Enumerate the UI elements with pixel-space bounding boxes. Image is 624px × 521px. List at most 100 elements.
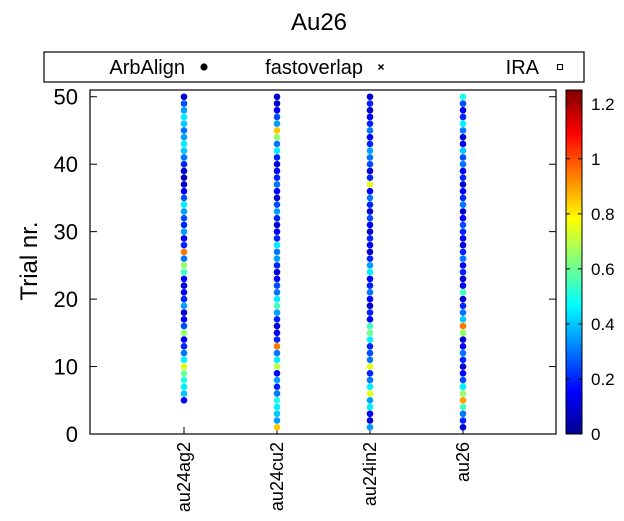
data-point-au24cu2 — [273, 262, 281, 269]
data-point-au24cu2 — [273, 127, 281, 134]
chart-title: Au26 — [291, 9, 347, 36]
data-point-au24in2 — [366, 309, 374, 316]
data-point-au26 — [459, 390, 467, 397]
legend-marker-cross-icon — [377, 63, 385, 71]
data-point-au24ag2 — [180, 349, 188, 357]
data-point-au24ag2 — [180, 262, 188, 269]
scatter-points — [180, 93, 467, 431]
data-point-au24in2 — [366, 208, 374, 215]
data-point-au26 — [459, 336, 467, 343]
data-point-au26 — [459, 174, 467, 181]
y-axis-ticks: 0 10 20 30 40 50 — [54, 85, 556, 447]
data-point-au24cu2 — [273, 363, 281, 370]
data-point-au24in2 — [366, 133, 374, 141]
data-point-au26 — [459, 194, 467, 202]
data-point-au26 — [459, 208, 467, 215]
data-point-au24ag2 — [180, 187, 188, 195]
legend-marker-filled-circle-icon — [200, 63, 208, 71]
data-point-au24in2 — [366, 201, 374, 208]
data-point-au24cu2 — [273, 376, 281, 384]
data-point-au24ag2 — [180, 282, 188, 289]
data-point-au26 — [459, 295, 467, 303]
data-point-au24cu2 — [273, 396, 281, 404]
data-point-au24ag2 — [180, 154, 188, 161]
data-point-au24ag2 — [180, 289, 188, 296]
data-point-au24cu2 — [273, 336, 281, 343]
data-point-au24cu2 — [273, 93, 281, 101]
x-tick-label: au26 — [453, 442, 473, 482]
data-point-au24cu2 — [273, 390, 281, 397]
data-point-au24ag2 — [180, 214, 188, 222]
data-point-au24in2 — [366, 329, 374, 337]
data-point-au24in2 — [366, 100, 374, 107]
data-point-au26 — [459, 423, 467, 431]
y-tick-label: 40 — [54, 152, 78, 177]
data-point-au24cu2 — [273, 275, 281, 283]
data-point-au24ag2 — [180, 174, 188, 181]
data-point-au24ag2 — [180, 160, 188, 168]
data-point-au24in2 — [366, 322, 374, 330]
data-point-au24in2 — [366, 241, 374, 249]
x-tick-label: au24in2 — [360, 442, 380, 506]
data-point-au26 — [459, 410, 467, 418]
data-point-au24cu2 — [273, 154, 281, 161]
data-point-au26 — [459, 356, 467, 364]
data-point-au24in2 — [366, 423, 374, 431]
data-point-au24cu2 — [273, 181, 281, 188]
data-point-au26 — [459, 275, 467, 283]
data-point-au24in2 — [366, 106, 374, 114]
data-point-au26 — [459, 187, 467, 195]
data-point-au24ag2 — [180, 127, 188, 134]
x-tick-label: au24cu2 — [267, 442, 287, 511]
data-point-au26 — [459, 235, 467, 242]
data-point-au26 — [459, 181, 467, 188]
data-point-au24cu2 — [273, 235, 281, 242]
data-point-au24in2 — [366, 410, 374, 418]
data-point-au24in2 — [366, 417, 374, 424]
data-point-au24cu2 — [273, 403, 281, 411]
data-point-au26 — [459, 127, 467, 134]
data-point-au24in2 — [366, 403, 374, 411]
data-point-au24in2 — [366, 235, 374, 242]
data-point-au24ag2 — [180, 167, 188, 175]
data-point-au26 — [459, 214, 467, 222]
y-tick-label: 0 — [66, 422, 78, 447]
data-point-au24ag2 — [180, 363, 188, 370]
data-point-au24in2 — [366, 248, 374, 256]
data-point-au24cu2 — [273, 248, 281, 256]
data-point-au24ag2 — [180, 309, 188, 316]
data-point-au24in2 — [366, 383, 374, 391]
data-point-au26 — [459, 396, 467, 404]
data-point-au24ag2 — [180, 194, 188, 202]
data-point-au24cu2 — [273, 221, 281, 229]
data-point-au26 — [459, 255, 467, 262]
data-point-au24in2 — [366, 376, 374, 384]
data-point-au24ag2 — [180, 133, 188, 141]
data-point-au26 — [459, 106, 467, 114]
colorbar-tick-label: 0.4 — [591, 315, 615, 334]
y-tick-label: 50 — [54, 85, 78, 110]
data-point-au26 — [459, 268, 467, 276]
data-point-au26 — [459, 403, 467, 411]
x-axis-ticks: au24ag2 au24cu2 au24in2 au26 — [174, 427, 473, 512]
data-point-au24in2 — [366, 316, 374, 323]
data-point-au24cu2 — [273, 410, 281, 418]
data-point-au24in2 — [366, 302, 374, 310]
data-point-au26 — [459, 248, 467, 256]
data-point-au26 — [459, 349, 467, 357]
data-point-au24cu2 — [273, 201, 281, 208]
data-point-au24cu2 — [273, 174, 281, 181]
data-point-au24in2 — [366, 262, 374, 269]
colorbar-tick-label: 0.6 — [591, 260, 615, 279]
data-point-au24cu2 — [273, 356, 281, 364]
data-point-au24cu2 — [273, 241, 281, 249]
data-point-au24cu2 — [273, 194, 281, 202]
data-point-au26 — [459, 322, 467, 330]
data-point-au24cu2 — [273, 282, 281, 289]
data-point-au26 — [459, 228, 467, 235]
data-point-au24in2 — [366, 275, 374, 283]
data-point-au26 — [459, 201, 467, 208]
data-point-au24cu2 — [273, 268, 281, 276]
data-point-au24cu2 — [273, 147, 281, 155]
data-point-au24in2 — [366, 167, 374, 175]
